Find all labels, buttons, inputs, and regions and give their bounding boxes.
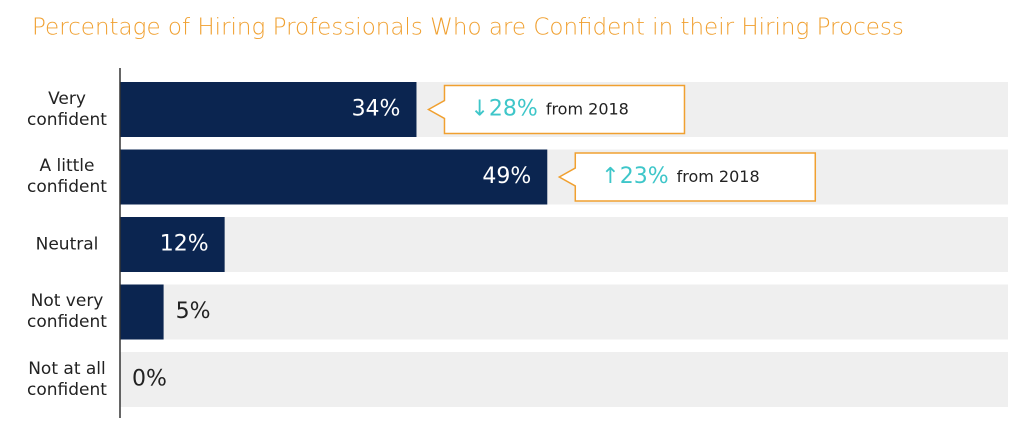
callout-change: ↓28% [470,97,537,122]
bar [120,82,417,137]
bar [120,284,164,340]
callout-text: ↑23% from 2018 [601,164,759,189]
callout-note: from 2018 [677,167,760,186]
bar-track [120,217,1008,272]
bar [120,217,225,272]
callout-box [557,152,817,202]
value-label: 12% [160,232,209,257]
bar-track [120,352,1008,407]
category-label: Neutral [35,234,99,254]
chart-title: Percentage of Hiring Professionals Who a… [32,15,904,41]
value-label: 34% [352,97,401,122]
callout-box [426,84,686,135]
value-label: 5% [176,299,211,324]
value-label: 0% [132,367,167,392]
category-label: A little confident [27,156,107,197]
category-label: Very confident [27,88,107,130]
callout-text: ↓28% from 2018 [470,97,628,122]
bar [120,149,548,205]
callout-change: ↑23% [601,164,668,189]
bar-track [120,284,1008,340]
value-label: 49% [482,164,531,189]
category-label: Not at all confident [27,358,107,400]
callout-note: from 2018 [546,99,629,118]
category-label: Not very confident [27,291,107,332]
